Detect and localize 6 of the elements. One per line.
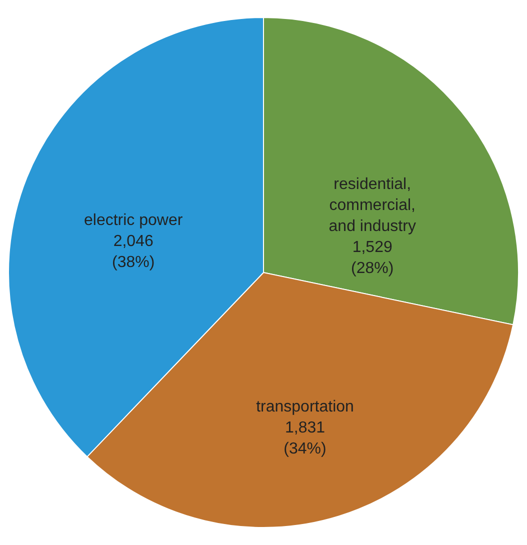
slice-label: transportation [256,398,354,416]
slice-label: electric power [84,212,184,230]
data-label: 1,831 (34%) [284,419,326,458]
data-label: 1,529 (28%) [351,239,394,278]
slice-label: residential, commercial, and industry [328,176,416,236]
data-label: 2,046 (38%) [112,233,155,272]
